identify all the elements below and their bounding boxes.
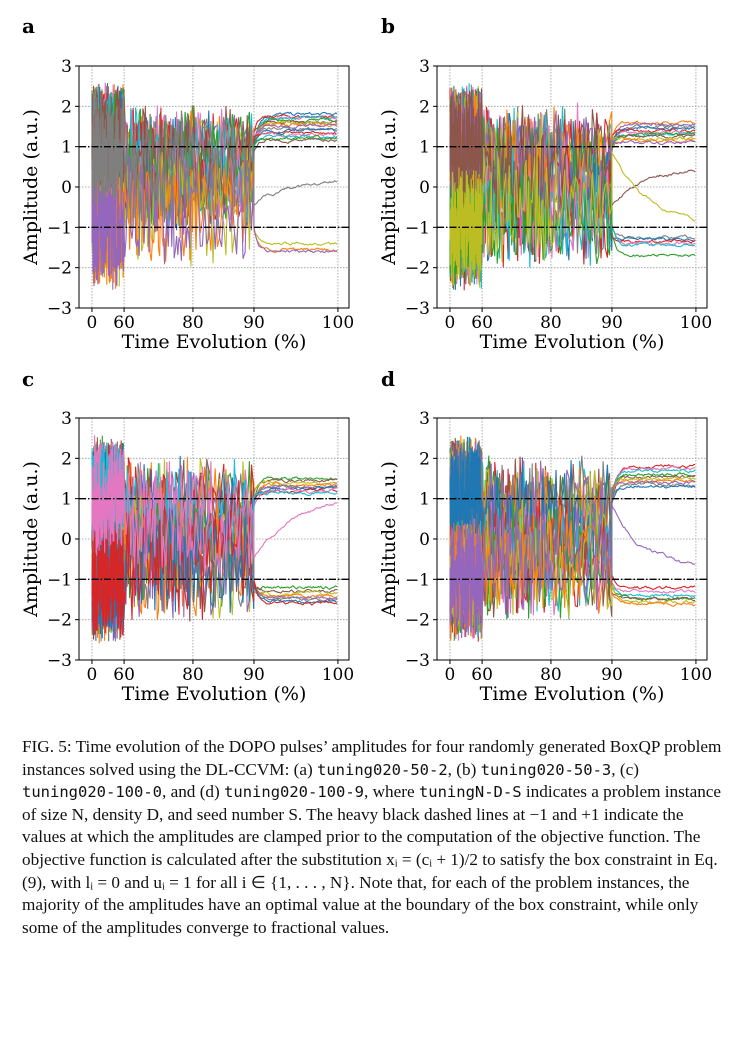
instance-name-pattern: tuningN-D-S: [418, 783, 522, 802]
instance-name-c: tuning020-100-0: [22, 783, 162, 802]
y-tick-label: −1: [47, 218, 72, 238]
y-tick-label: −3: [405, 299, 430, 319]
y-axis-label: Amplitude (a.u.): [378, 461, 400, 618]
series-line: [91, 505, 338, 640]
panel-label-b: b: [381, 14, 395, 38]
y-tick-label: −3: [47, 651, 72, 671]
instance-name-a: tuning020-50-2: [317, 760, 448, 779]
panel-c: 0 60 80 90 100 −3 −2 −1 0 1 2 3 Time Evolution (%) Am…: [20, 409, 354, 705]
y-tick-label: 2: [61, 97, 72, 117]
figure-caption: FIG. 5: Time evolution of the DOPO pulse…: [22, 736, 722, 939]
y-tick-label: −1: [405, 570, 430, 590]
panel-b: 0 60 80 90 100 −3 −2 −1 0 1 2 3 Time Evolution (%) Am…: [378, 57, 712, 353]
x-axis-label: Time Evolution (%): [122, 683, 307, 705]
y-tick-label: −2: [47, 259, 72, 279]
x-tick-label: 80: [540, 313, 562, 333]
y-tick-label: 0: [419, 178, 430, 198]
x-tick-label: 60: [113, 665, 135, 685]
x-tick-label: 90: [243, 313, 265, 333]
x-tick-label: 100: [322, 665, 354, 685]
y-tick-label: −3: [47, 299, 72, 319]
x-tick-label: 0: [445, 313, 456, 333]
panel-label-d: d: [381, 367, 395, 391]
y-tick-label: −3: [405, 651, 430, 671]
x-axis-label: Time Evolution (%): [480, 331, 665, 353]
series-line: [449, 501, 696, 639]
x-tick-label: 80: [182, 665, 204, 685]
x-tick-label: 90: [243, 665, 265, 685]
y-tick-label: 1: [419, 138, 430, 158]
y-tick-label: −2: [405, 259, 430, 279]
x-tick-label: 90: [601, 665, 623, 685]
series-line: [449, 144, 696, 288]
caption-text: , and (d): [161, 782, 225, 802]
y-tick-label: 0: [419, 530, 430, 550]
x-tick-label: 90: [601, 313, 623, 333]
y-tick-label: −2: [405, 611, 430, 631]
panel-d: 0 60 80 90 100 −3 −2 −1 0 1 2 3 Time Evolution (%) Am…: [378, 409, 712, 705]
x-tick-label: 100: [680, 313, 712, 333]
series-line: [91, 86, 338, 222]
caption-text: indicates a problem instance of size N, …: [22, 782, 722, 937]
y-tick-label: 3: [419, 57, 430, 77]
series-line: [91, 155, 338, 290]
y-tick-label: 2: [419, 97, 430, 117]
x-tick-label: 60: [471, 313, 493, 333]
x-axis-label: Time Evolution (%): [480, 683, 665, 705]
x-tick-label: 60: [471, 665, 493, 685]
y-tick-label: 3: [61, 409, 72, 429]
instance-name-b: tuning020-50-3: [480, 760, 612, 779]
x-tick-label: 0: [445, 665, 456, 685]
y-axis-label: Amplitude (a.u.): [20, 461, 42, 618]
y-tick-label: 0: [61, 178, 72, 198]
panel-label-c: c: [22, 367, 35, 391]
caption-text: , where: [364, 782, 419, 802]
y-tick-label: 3: [61, 57, 72, 77]
instance-name-d: tuning020-100-9: [224, 783, 365, 802]
y-tick-label: 1: [419, 490, 430, 510]
caption-text: , (c): [611, 759, 639, 779]
caption-text: , (b): [447, 759, 481, 779]
y-tick-label: 0: [61, 530, 72, 550]
x-tick-label: 80: [540, 665, 562, 685]
y-tick-label: 1: [61, 490, 72, 510]
x-tick-label: 0: [87, 665, 98, 685]
y-axis-label: Amplitude (a.u.): [378, 109, 400, 266]
y-tick-label: 1: [61, 138, 72, 158]
x-axis-label: Time Evolution (%): [122, 331, 307, 353]
y-tick-label: 2: [419, 449, 430, 469]
y-tick-label: 3: [419, 409, 430, 429]
y-axis-label: Amplitude (a.u.): [20, 109, 42, 266]
panel-a: 0 60 80 90 100 −3 −2 −1 0 1 2 3 Time Evolution (%) Am…: [20, 57, 354, 353]
panel-label-a: a: [22, 14, 35, 38]
y-tick-label: −2: [47, 611, 72, 631]
x-tick-label: 100: [322, 313, 354, 333]
series-line: [91, 441, 338, 577]
x-tick-label: 60: [113, 313, 135, 333]
y-tick-label: −1: [405, 218, 430, 238]
x-tick-label: 0: [87, 313, 98, 333]
y-tick-label: 2: [61, 449, 72, 469]
y-tick-label: −1: [47, 570, 72, 590]
caption-text: FIG. 5: Time evolution of the DOPO pulse…: [22, 737, 722, 779]
x-tick-label: 100: [680, 665, 712, 685]
x-tick-label: 80: [182, 313, 204, 333]
